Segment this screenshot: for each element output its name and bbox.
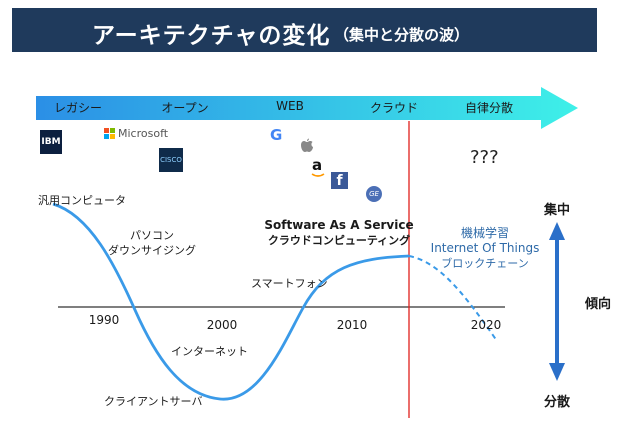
cisco-logo: CISCO <box>159 148 183 172</box>
amazon-logo: a <box>311 156 325 177</box>
microsoft-logo: Microsoft <box>104 127 168 140</box>
trend-centralized: 集中 <box>543 203 571 218</box>
page-title: アーキテクチャの変化 <box>92 23 331 49</box>
era-cloud: クラウド <box>369 101 419 115</box>
google-logo: G <box>270 126 283 144</box>
title-bar <box>12 8 597 52</box>
era-legacy: レガシー <box>53 101 103 115</box>
era-autonomous: 自律分散 <box>464 101 514 115</box>
label-internet: インターネット <box>171 345 248 358</box>
year-2020: 2020 <box>470 318 502 332</box>
year-2010: 2010 <box>336 318 368 332</box>
future-unknown: ??? <box>470 147 499 168</box>
trend-distributed: 分散 <box>543 395 571 410</box>
label-pc: パソコン ダウンサイジング <box>108 229 196 257</box>
trend-arrow-up <box>549 222 565 240</box>
label-mainframe: 汎用コンピュータ <box>38 194 126 207</box>
wave-forecast <box>408 255 498 342</box>
label-future-tech: 機械学習 Internet Of Things ブロックチェーン <box>430 226 540 270</box>
year-2000: 2000 <box>206 318 238 332</box>
year-1990: 1990 <box>88 313 120 327</box>
trend-arrow-down <box>549 363 565 381</box>
amazon-smile-icon <box>311 173 325 177</box>
ge-logo: GE <box>366 186 382 202</box>
ibm-logo: IBM <box>40 130 62 154</box>
era-arrow <box>36 87 578 129</box>
label-smartphone: スマートフォン <box>251 277 328 290</box>
trend-label: 傾向 <box>584 297 612 312</box>
label-client-server: クライアントサーバ <box>104 395 203 408</box>
era-web: WEB <box>276 99 304 113</box>
page-subtitle: （集中と分散の波） <box>334 26 470 44</box>
microsoft-icon <box>104 128 115 139</box>
era-open: オープン <box>161 101 209 115</box>
label-saas: Software As A Service クラウドコンピューティング <box>264 218 414 247</box>
facebook-logo: f <box>331 172 348 189</box>
wave-history <box>52 202 410 401</box>
apple-icon <box>300 138 314 153</box>
